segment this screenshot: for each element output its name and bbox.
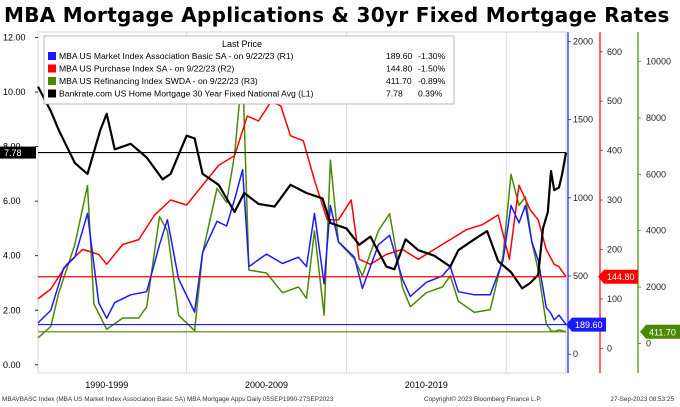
right-axis-tick-label-right3: 10000 xyxy=(646,57,671,67)
legend-entry-label: MBA US Market Index Association Basic SA… xyxy=(59,51,294,61)
left-axis-tick-label: 8.00 xyxy=(3,142,21,152)
series-line-right3 xyxy=(37,66,567,339)
x-axis-tick-label: 1990-1999 xyxy=(85,380,128,390)
right-axis-tick-label-right1: 500 xyxy=(573,271,588,281)
legend-entry-label: MBA US Refinancing Index SWDA - on 9/22/… xyxy=(59,76,258,86)
legend-swatch xyxy=(48,89,56,98)
last-value-tag-text: 144.80 xyxy=(607,272,635,282)
right-axis-tick-label-right2: 500 xyxy=(607,96,622,106)
legend-swatch xyxy=(48,52,56,60)
x-axis-tick-label: 2000-2009 xyxy=(245,380,288,390)
footer-copyright: Copyright© 2023 Bloomberg Finance L.P. xyxy=(424,396,542,403)
right-axis-tick-label-right1: 1000 xyxy=(573,193,593,203)
right-axis-tick-label-right2: 300 xyxy=(607,195,622,205)
chart-title: MBA Mortgage Applications & 30yr Fixed M… xyxy=(4,3,670,27)
legend-entry-last: 144.80 xyxy=(386,64,413,74)
right-axis-tick-label-right3: 4000 xyxy=(646,226,666,236)
x-axis-tick-label: 2010-2019 xyxy=(405,380,448,390)
last-value-tag-text: 411.70 xyxy=(649,327,676,337)
last-value-tag-right3 xyxy=(640,324,680,339)
right-axis-tick-label-right1: 2000 xyxy=(573,36,593,46)
footer-source: MBAVBASC Index (MBA US Market Index Asso… xyxy=(2,396,334,403)
right-axis-tick-label-right3: 8000 xyxy=(646,113,666,123)
right-axis-tick-label-right2: 200 xyxy=(607,244,622,254)
right-axis-tick-label-right3: 6000 xyxy=(646,169,666,179)
last-value-tag-right1 xyxy=(566,317,606,332)
right-axis-tick-label-right2: 0 xyxy=(607,343,612,353)
last-value-tag-text: 7.78 xyxy=(4,148,22,158)
legend-entry-change: -1.50% xyxy=(418,64,446,74)
legend-entry-label: MBA US Purchase Index SA - on 9/22/23 (R… xyxy=(59,64,234,74)
left-axis-tick-label: 6.00 xyxy=(3,196,21,206)
right-axis-tick-label-right2: 100 xyxy=(607,294,622,304)
legend-entry-label: Bankrate.com US Home Mortgage 30 Year Fi… xyxy=(59,89,314,99)
right-axis-tick-label-right3: 2000 xyxy=(646,282,666,292)
legend-swatch xyxy=(48,64,56,73)
left-axis-tick-label: 10.00 xyxy=(3,87,26,97)
right-axis-tick-label-right3: 0 xyxy=(646,338,651,348)
right-axis-tick-label-right2: 600 xyxy=(607,47,622,57)
series-line-right1 xyxy=(37,168,567,326)
legend-entry-last: 411.70 xyxy=(386,76,412,86)
left-axis-tick-label: 2.00 xyxy=(3,305,21,315)
legend-entry-last: 189.60 xyxy=(386,51,413,61)
left-axis-tick-label: 4.00 xyxy=(3,251,21,261)
last-value-tag-text: 189.60 xyxy=(575,320,603,330)
series-line-left xyxy=(37,86,568,290)
left-axis-tick-label: 0.00 xyxy=(3,360,21,370)
left-axis-tick-label: 12.00 xyxy=(3,32,26,42)
legend-header: Last Price xyxy=(222,39,262,49)
last-value-tag-left xyxy=(0,146,36,159)
legend-box xyxy=(43,35,455,105)
series-line-right2 xyxy=(37,100,567,300)
legend-entry-last: 7.78 xyxy=(386,89,403,99)
right-axis-tick-label-right2: 400 xyxy=(607,146,622,156)
legend-entry-change: -1.30% xyxy=(418,51,446,61)
right-axis-tick-label-right1: 1500 xyxy=(573,115,593,125)
legend-entry-change: -0.89% xyxy=(418,76,446,86)
right-axis-tick-label-right1: 0 xyxy=(573,349,578,359)
last-value-tag-right2 xyxy=(598,269,638,284)
legend-entry-change: 0.39% xyxy=(418,89,443,99)
footer-timestamp: 27-Sep-2023 08:53:25 xyxy=(610,396,674,403)
legend-swatch xyxy=(48,77,56,85)
